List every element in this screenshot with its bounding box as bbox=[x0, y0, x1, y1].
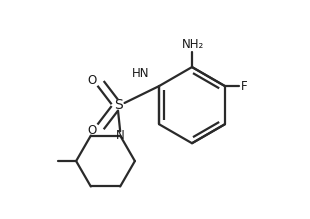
Text: HN: HN bbox=[132, 67, 149, 80]
Text: N: N bbox=[116, 129, 125, 142]
Text: O: O bbox=[87, 74, 96, 87]
Text: F: F bbox=[241, 80, 247, 93]
Text: O: O bbox=[87, 124, 96, 137]
Text: S: S bbox=[114, 98, 122, 112]
Text: NH₂: NH₂ bbox=[182, 38, 204, 51]
